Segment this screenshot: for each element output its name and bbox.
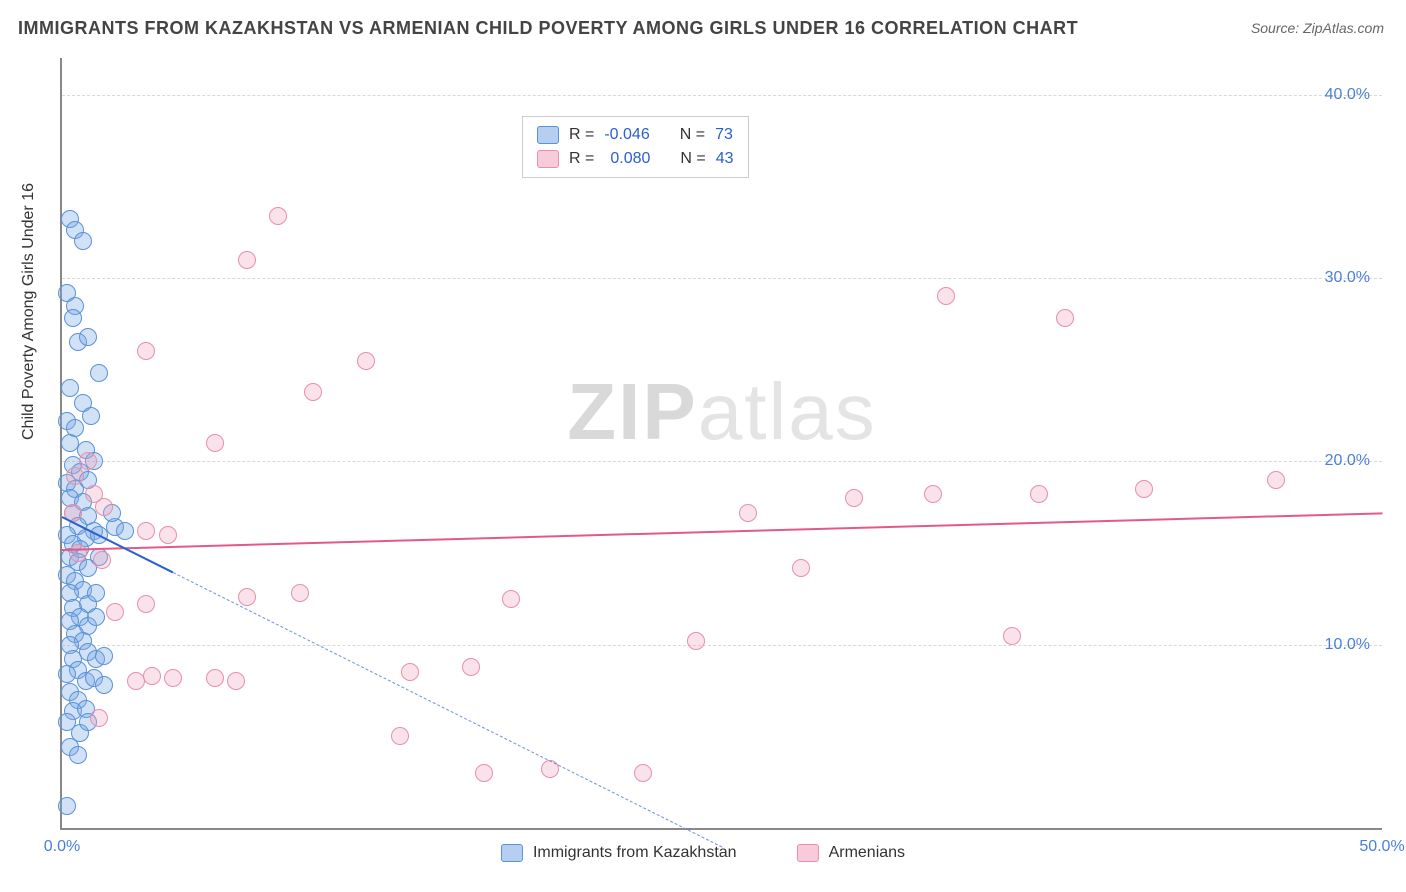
legend-series: Immigrants from Kazakhstan Armenians [501,844,905,862]
data-point [58,665,76,683]
data-point [227,672,245,690]
swatch-pink-icon [797,844,819,862]
n-value-0: 73 [715,123,733,147]
swatch-blue-icon [537,126,559,144]
data-point [137,342,155,360]
data-point [90,364,108,382]
legend-label-0: Immigrants from Kazakhstan [533,844,737,862]
data-point [93,551,111,569]
data-point [634,764,652,782]
data-point [1135,480,1153,498]
data-point [269,207,287,225]
gridline [62,461,1382,462]
data-point [238,588,256,606]
data-point [739,504,757,522]
plot-area: ZIPatlas R = -0.046 N = 73 R = 0.080 N =… [60,58,1382,830]
legend-item-0: Immigrants from Kazakhstan [501,844,737,862]
gridline [62,278,1382,279]
ytick-label: 40.0% [1325,86,1370,104]
n-label: N = [680,123,705,147]
gridline [62,95,1382,96]
chart-container: IMMIGRANTS FROM KAZAKHSTAN VS ARMENIAN C… [0,0,1406,892]
r-label: R = [569,123,594,147]
data-point [1056,309,1074,327]
data-point [475,764,493,782]
data-point [95,676,113,694]
data-point [159,526,177,544]
data-point [845,489,863,507]
gridline [62,645,1382,646]
legend-stats-row-1: R = 0.080 N = 43 [537,147,734,171]
ytick-label: 20.0% [1325,452,1370,470]
data-point [95,647,113,665]
data-point [90,709,108,727]
data-point [74,232,92,250]
swatch-blue-icon [501,844,523,862]
data-point [238,251,256,269]
data-point [1003,627,1021,645]
data-point [462,658,480,676]
data-point [924,485,942,503]
trendline [62,513,1382,552]
data-point [401,663,419,681]
data-point [164,669,182,687]
ytick-label: 30.0% [1325,269,1370,287]
data-point [79,328,97,346]
r-value-0: -0.046 [604,123,649,147]
data-point [66,467,84,485]
n-label: N = [680,147,705,171]
data-point [143,667,161,685]
watermark-atlas: atlas [698,367,877,456]
y-axis-title: Child Poverty Among Girls Under 16 [20,183,38,440]
data-point [106,603,124,621]
data-point [1267,471,1285,489]
data-point [391,727,409,745]
data-point [69,746,87,764]
legend-stats-row-0: R = -0.046 N = 73 [537,123,734,147]
data-point [95,498,113,516]
data-point [58,797,76,815]
data-point [687,632,705,650]
data-point [304,383,322,401]
data-point [79,452,97,470]
r-label: R = [569,147,594,171]
watermark: ZIPatlas [567,366,876,458]
data-point [206,669,224,687]
data-point [502,590,520,608]
data-point [137,522,155,540]
data-point [82,407,100,425]
legend-item-1: Armenians [797,844,905,862]
data-point [792,559,810,577]
data-point [206,434,224,452]
data-point [87,584,105,602]
data-point [87,608,105,626]
r-value-1: 0.080 [610,147,650,171]
data-point [937,287,955,305]
xtick-label: 50.0% [1359,838,1404,856]
source-label: Source: ZipAtlas.com [1251,20,1384,36]
data-point [69,544,87,562]
chart-title: IMMIGRANTS FROM KAZAKHSTAN VS ARMENIAN C… [18,18,1078,39]
legend-stats: R = -0.046 N = 73 R = 0.080 N = 43 [522,116,749,178]
watermark-zip: ZIP [567,367,697,456]
trendline [173,572,723,847]
data-point [116,522,134,540]
legend-label-1: Armenians [829,844,905,862]
data-point [1030,485,1048,503]
data-point [357,352,375,370]
swatch-pink-icon [537,150,559,168]
data-point [64,309,82,327]
n-value-1: 43 [716,147,734,171]
xtick-label: 0.0% [44,838,80,856]
data-point [137,595,155,613]
data-point [291,584,309,602]
data-point [127,672,145,690]
ytick-label: 10.0% [1325,636,1370,654]
data-point [61,379,79,397]
